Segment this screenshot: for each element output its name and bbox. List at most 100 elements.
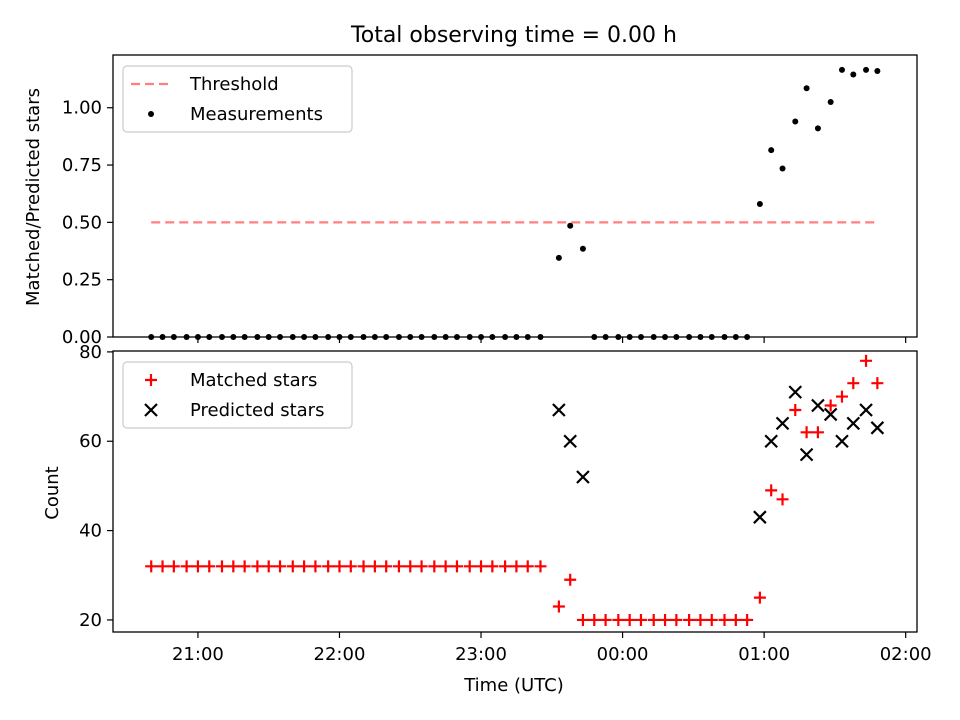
matched-star-marker bbox=[191, 560, 204, 573]
matched-star-marker bbox=[776, 493, 789, 506]
matched-star-marker bbox=[612, 613, 625, 626]
matched-star-marker bbox=[718, 613, 731, 626]
measurement-point bbox=[579, 245, 586, 252]
top-y-tick-label: 0.25 bbox=[62, 270, 102, 291]
top-y-axis-label: Matched/Predicted stars bbox=[23, 88, 44, 306]
measurement-point bbox=[814, 125, 821, 132]
matched-star-marker bbox=[344, 560, 357, 573]
legend-label: Measurements bbox=[190, 104, 323, 125]
matched-star-marker bbox=[392, 560, 405, 573]
matched-star-marker bbox=[274, 560, 287, 573]
matched-star-marker bbox=[251, 560, 264, 573]
chart-title: Total observing time = 0.00 h bbox=[350, 23, 677, 48]
predicted-star-marker bbox=[563, 434, 577, 449]
matched-star-marker bbox=[145, 560, 158, 573]
x-tick-label: 00:00 bbox=[597, 644, 649, 665]
x-tick-label: 01:00 bbox=[738, 644, 790, 665]
measurement-point bbox=[792, 118, 799, 125]
bottom-y-tick-label: 60 bbox=[79, 431, 102, 452]
bottom-legend bbox=[122, 361, 353, 429]
matched-star-marker bbox=[824, 399, 837, 412]
matched-star-marker bbox=[167, 560, 180, 573]
x-tick-label: 23:00 bbox=[455, 644, 507, 665]
predicted-star-marker bbox=[811, 398, 825, 413]
matched-star-marker bbox=[729, 613, 742, 626]
matched-star-marker bbox=[415, 560, 428, 573]
measurement-point bbox=[874, 68, 881, 75]
predicted-star-marker bbox=[846, 416, 861, 431]
matched-star-marker bbox=[588, 613, 601, 626]
legend-label: Predicted stars bbox=[190, 400, 324, 421]
matched-star-marker bbox=[599, 613, 612, 626]
x-tick-label: 21:00 bbox=[172, 644, 224, 665]
matched-star-marker bbox=[180, 560, 193, 573]
matched-star-marker bbox=[309, 560, 322, 573]
matched-star-marker bbox=[439, 560, 452, 573]
matched-star-marker bbox=[634, 613, 647, 626]
top-y-tick-label: 0.50 bbox=[62, 212, 102, 233]
bottom-y-tick-label: 80 bbox=[79, 342, 102, 363]
bottom-y-tick-label: 20 bbox=[79, 610, 102, 631]
measurement-point bbox=[756, 201, 763, 208]
predicted-star-marker bbox=[870, 421, 885, 435]
bottom-panel: 21:00 22:00 23:00 00:00 01:00 02:00 20 40 60 80 Ma… bbox=[79, 342, 932, 665]
matched-star-marker bbox=[705, 613, 718, 626]
matched-star-marker bbox=[576, 613, 589, 626]
matched-star-marker bbox=[683, 613, 696, 626]
top-y-tick-label: 1.00 bbox=[62, 98, 102, 119]
matched-star-marker bbox=[286, 560, 299, 573]
top-panel: 0.00 0.25 0.50 0.75 1.00 Threshold Measurement… bbox=[62, 54, 918, 348]
matched-star-marker bbox=[647, 613, 660, 626]
predicted-star-marker bbox=[753, 510, 767, 524]
top-legend bbox=[122, 65, 353, 133]
predicted-star-marker bbox=[799, 447, 814, 462]
matched-star-marker bbox=[262, 560, 275, 573]
matched-star-marker bbox=[333, 560, 346, 573]
matched-star-marker bbox=[486, 560, 499, 573]
matched-star-marker bbox=[694, 613, 707, 626]
bottom-y-tick-label: 40 bbox=[79, 521, 102, 542]
measurement-point bbox=[838, 66, 845, 73]
matched-star-marker bbox=[623, 613, 636, 626]
top-y-tick-label: 0.75 bbox=[62, 155, 102, 176]
matched-star-marker bbox=[521, 560, 534, 573]
matched-star-marker bbox=[404, 560, 417, 573]
predicted-star-marker bbox=[859, 403, 873, 417]
legend-label: Matched stars bbox=[190, 370, 317, 391]
measurement-point bbox=[779, 165, 786, 172]
matched-star-marker bbox=[203, 560, 216, 573]
matched-star-marker bbox=[534, 560, 547, 573]
measurement-point bbox=[768, 147, 775, 154]
matched-star-marker bbox=[835, 390, 848, 403]
matched-star-marker bbox=[847, 377, 860, 390]
measurement-point bbox=[827, 99, 834, 105]
predicted-star-marker bbox=[576, 470, 590, 484]
x-tick-label: 02:00 bbox=[880, 644, 932, 665]
measurement-point bbox=[555, 254, 562, 261]
legend-matched-swatch bbox=[145, 374, 157, 386]
matched-star-marker bbox=[811, 426, 824, 439]
matched-star-marker bbox=[552, 600, 565, 613]
predicted-star-marker bbox=[775, 416, 790, 431]
matched-star-marker bbox=[800, 426, 813, 439]
x-tick-label: 22:00 bbox=[314, 644, 366, 665]
legend-label: Threshold bbox=[189, 74, 279, 95]
predicted-star-marker bbox=[823, 407, 838, 422]
measurement-point bbox=[850, 71, 857, 78]
matched-star-marker bbox=[450, 560, 463, 573]
x-axis-label: Time (UTC) bbox=[463, 675, 564, 696]
matched-star-marker bbox=[789, 403, 802, 416]
measurement-point bbox=[567, 222, 574, 229]
matched-star-marker bbox=[765, 484, 778, 497]
matched-star-marker bbox=[741, 613, 754, 626]
matched-star-marker bbox=[871, 377, 884, 390]
bottom-axes-frame bbox=[112, 350, 918, 633]
matched-star-marker bbox=[860, 354, 873, 367]
matched-star-marker bbox=[380, 560, 393, 573]
legend-measurement-swatch bbox=[148, 111, 154, 117]
measurement-point bbox=[863, 66, 870, 73]
measurement-point bbox=[803, 85, 810, 92]
matched-star-marker bbox=[357, 560, 370, 573]
matched-star-marker bbox=[322, 560, 335, 573]
